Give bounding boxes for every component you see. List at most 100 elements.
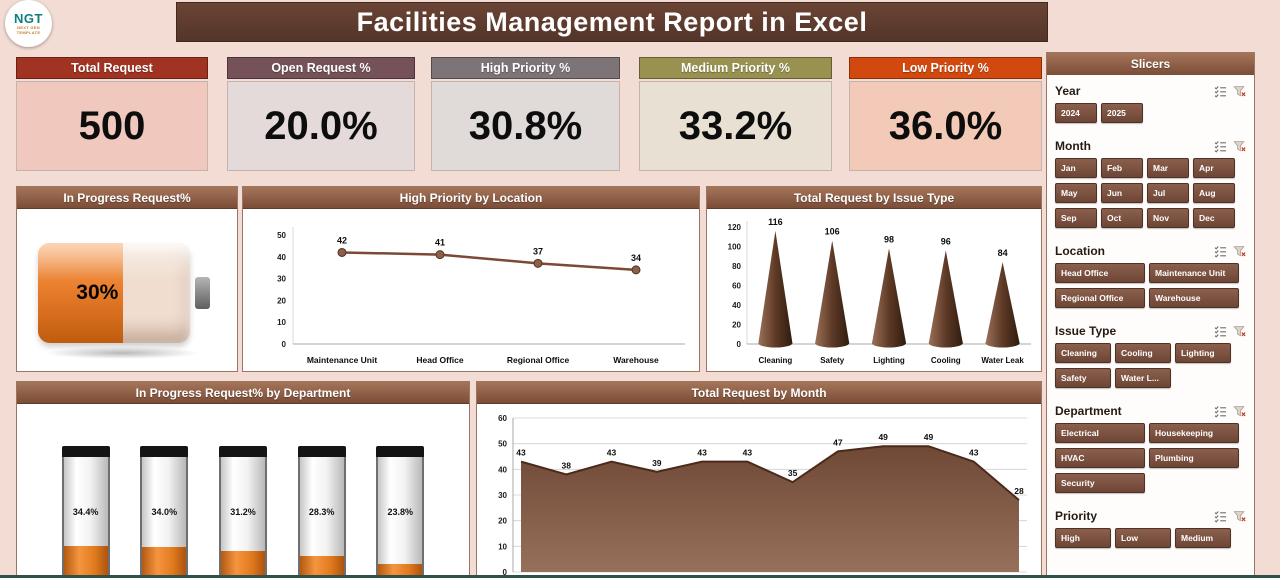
svg-text:50: 50 [277, 231, 286, 240]
slicer-button-lighting[interactable]: Lighting [1175, 343, 1231, 363]
kpi-body: 30.8% [431, 81, 620, 171]
svg-text:106: 106 [825, 227, 840, 237]
kpi-body: 20.0% [227, 81, 415, 171]
battery-value-label: 34.4% [72, 506, 99, 517]
kpi-open-request-pct: Open Request % 20.0% [227, 57, 415, 172]
svg-text:0: 0 [282, 340, 287, 349]
svg-text:Safety: Safety [820, 356, 845, 365]
svg-text:100: 100 [728, 243, 742, 252]
multi-select-icon[interactable] [1214, 245, 1227, 258]
slicer-button-aug[interactable]: Aug [1193, 183, 1235, 203]
kpi-header: Open Request % [227, 57, 415, 79]
slicer-button-housekeeping[interactable]: Housekeeping [1149, 423, 1239, 443]
slicer-button-regional-office[interactable]: Regional Office [1055, 288, 1145, 308]
clear-filter-icon[interactable] [1233, 405, 1246, 418]
battery-bar: 34.0% [140, 446, 189, 576]
slicer-section-location: Location Head Office Maintenance Unit Regio… [1055, 239, 1246, 313]
slicer-button-maintenance-unit[interactable]: Maintenance Unit [1149, 263, 1239, 283]
svg-text:96: 96 [941, 236, 951, 246]
area-chart: 0 10 20 30 40 50 60 43 38 43 39 43 43 35 47 49 49 43 28 [498, 414, 1027, 576]
kpi-body: 33.2% [639, 81, 832, 171]
slicer-button-sep[interactable]: Sep [1055, 208, 1097, 228]
slicer-button-cleaning[interactable]: Cleaning [1055, 343, 1111, 363]
slicer-button-water-l-[interactable]: Water L... [1115, 368, 1171, 388]
slicer-button-2025[interactable]: 2025 [1101, 103, 1143, 123]
battery-value-label: 28.3% [308, 506, 335, 517]
slicer-button-safety[interactable]: Safety [1055, 368, 1111, 388]
slicer-button-mar[interactable]: Mar [1147, 158, 1189, 178]
svg-text:43: 43 [743, 448, 753, 458]
svg-text:43: 43 [969, 448, 979, 458]
svg-text:49: 49 [924, 432, 934, 442]
slicer-button-nov[interactable]: Nov [1147, 208, 1189, 228]
slicer-button-feb[interactable]: Feb [1101, 158, 1143, 178]
battery-body: 23.8% [376, 457, 425, 576]
multi-select-icon[interactable] [1214, 140, 1227, 153]
slicer-button-hvac[interactable]: HVAC [1055, 448, 1145, 468]
bottom-edge-strip [0, 575, 1280, 578]
svg-text:38: 38 [562, 460, 572, 470]
battery-body: 31.2% [218, 457, 267, 576]
battery-body: 34.4% [61, 457, 110, 576]
clear-filter-glyph [1233, 140, 1246, 151]
slicer-button-high[interactable]: High [1055, 528, 1111, 548]
kpi-header: Total Request [16, 57, 208, 79]
slicer-button-may[interactable]: May [1055, 183, 1097, 203]
svg-text:Water Leak: Water Leak [981, 356, 1024, 365]
svg-text:39: 39 [652, 458, 662, 468]
slicer-button-jul[interactable]: Jul [1147, 183, 1189, 203]
kpi-header: High Priority % [431, 57, 620, 79]
slicer-section-label: Priority [1055, 509, 1098, 523]
multi-select-glyph [1214, 245, 1226, 258]
line-chart: 0 10 20 30 40 50 42 41 37 34 Maintenance Unit Head … [277, 227, 685, 365]
svg-text:40: 40 [277, 253, 286, 262]
slicer-button-medium[interactable]: Medium [1175, 528, 1231, 548]
slicer-section-label: Month [1055, 139, 1091, 153]
slicer-button-oct[interactable]: Oct [1101, 208, 1143, 228]
slicer-button-security[interactable]: Security [1055, 473, 1145, 493]
slicer-sections: Year 2024 2025 Month Jan Feb Mar Apr May Jun Jul Au… [1047, 75, 1254, 553]
svg-text:10: 10 [498, 542, 507, 551]
slicer-button-jun[interactable]: Jun [1101, 183, 1143, 203]
multi-select-icon[interactable] [1214, 510, 1227, 523]
slicer-button-cooling[interactable]: Cooling [1115, 343, 1171, 363]
svg-text:80: 80 [732, 262, 741, 271]
svg-text:60: 60 [732, 282, 741, 291]
svg-text:20: 20 [277, 296, 286, 305]
slicer-button-head-office[interactable]: Head Office [1055, 263, 1145, 283]
clear-filter-icon[interactable] [1233, 245, 1246, 258]
battery-value-label: 34.0% [151, 506, 178, 517]
svg-text:43: 43 [607, 448, 617, 458]
svg-text:28: 28 [1014, 486, 1024, 496]
clear-filter-icon[interactable] [1233, 85, 1246, 98]
clear-filter-glyph [1233, 85, 1246, 96]
slicer-button-plumbing[interactable]: Plumbing [1149, 448, 1239, 468]
slicer-button-warehouse[interactable]: Warehouse [1149, 288, 1239, 308]
svg-text:Cleaning: Cleaning [759, 356, 793, 365]
battery-bar: 31.2% [218, 446, 267, 576]
clear-filter-icon[interactable] [1233, 510, 1246, 523]
clear-filter-icon[interactable] [1233, 140, 1246, 153]
title-bar: Facilities Management Report in Excel [176, 2, 1048, 42]
multi-select-icon[interactable] [1214, 405, 1227, 418]
panel-request-by-issue-type: Total Request by Issue Type 0 20 40 60 80 100… [706, 186, 1042, 372]
slicer-button-jan[interactable]: Jan [1055, 158, 1097, 178]
kpi-high-priority-pct: High Priority % 30.8% [431, 57, 620, 172]
multi-select-icon[interactable] [1214, 325, 1227, 338]
logo: NGT NEXT GEN TEMPLATE [5, 0, 52, 47]
slicer-button-dec[interactable]: Dec [1193, 208, 1235, 228]
panel-in-progress-gauge: In Progress Request% 30% [16, 186, 238, 372]
svg-text:Head Office: Head Office [416, 355, 464, 365]
slicer-button-low[interactable]: Low [1115, 528, 1171, 548]
slicer-section-label: Location [1055, 244, 1105, 258]
slicer-button-electrical[interactable]: Electrical [1055, 423, 1145, 443]
gauge-value-label: 30% [76, 281, 119, 304]
slicer-section-priority: Priority High Low Medium [1055, 504, 1246, 553]
horizontal-battery-gauge: 30% [32, 235, 222, 359]
slicer-button-apr[interactable]: Apr [1193, 158, 1235, 178]
multi-select-icon[interactable] [1214, 85, 1227, 98]
clear-filter-icon[interactable] [1233, 325, 1246, 338]
slicer-button-2024[interactable]: 2024 [1055, 103, 1097, 123]
kpi-header: Low Priority % [849, 57, 1042, 79]
